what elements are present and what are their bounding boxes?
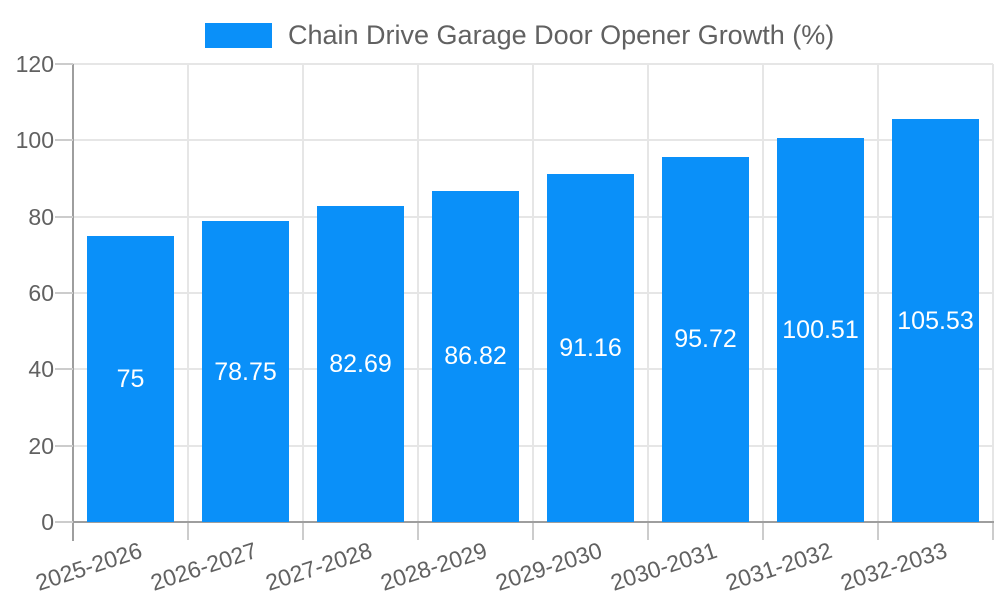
legend-item[interactable]: Chain Drive Garage Door Opener Growth (%… [205,20,834,51]
y-tick-label: 20 [28,432,54,459]
bar-value-label: 86.82 [444,342,507,371]
y-tick [55,139,73,142]
x-gridline [992,64,994,523]
x-tick [992,523,994,540]
x-gridline [302,64,304,523]
plot-area: 75 78.75 82.69 86.82 91.16 95.72 100.51 105.53 [72,63,994,541]
x-gridline [532,64,534,523]
bar-value-label: 75 [116,364,145,393]
x-gridline [877,64,879,523]
x-tick [417,523,419,540]
x-gridline [762,64,764,523]
bar[interactable] [777,138,864,522]
bar-value-label: 100.51 [782,316,859,345]
x-gridline [417,64,419,523]
y-tick [55,521,73,523]
bar[interactable] [892,119,979,522]
y-tick [55,368,73,371]
x-tick [72,523,74,540]
y-tick-label: 80 [28,203,54,230]
x-tick [302,523,304,540]
bar[interactable] [202,221,289,522]
y-tick-label: 120 [15,51,54,77]
x-gridline [647,64,649,523]
y-tick-label: 0 [41,509,54,535]
bar-value-label: 95.72 [674,325,737,354]
bar-value-label: 91.16 [559,334,622,363]
x-tick [532,523,534,540]
legend-swatch [205,23,272,48]
bar[interactable] [432,190,519,522]
bar[interactable] [547,174,634,522]
y-tick-label: 100 [15,127,54,154]
bar-value-label: 78.75 [214,357,277,386]
x-tick [877,523,879,540]
x-tick [187,523,189,540]
y-axis-line [72,64,74,541]
x-gridline [187,64,189,523]
y-tick-label: 60 [28,280,54,306]
y-tick [55,215,73,218]
bar[interactable] [87,235,174,522]
x-tick [647,523,649,540]
y-tick [55,292,73,294]
y-tick-label: 40 [28,356,54,383]
x-tick [762,523,764,540]
bar-value-label: 105.53 [897,306,974,335]
bar[interactable] [317,206,404,522]
bar-value-label: 82.69 [329,350,392,379]
y-tick [55,63,73,65]
x-axis-line [72,521,994,523]
y-tick [55,444,73,447]
bar[interactable] [662,156,749,522]
legend-label: Chain Drive Garage Door Opener Growth (%… [288,20,835,50]
